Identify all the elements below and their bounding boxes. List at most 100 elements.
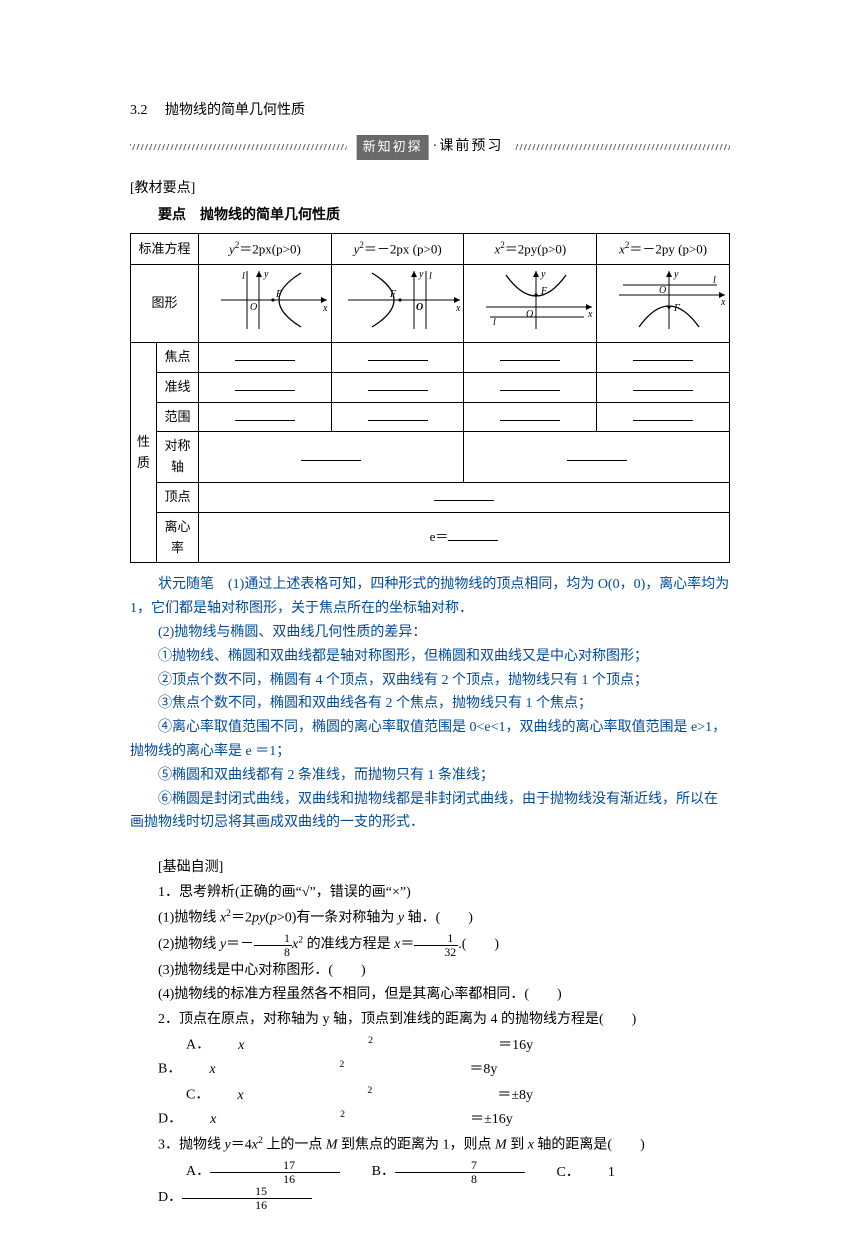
table-row-eccentricity: 离心率 e＝ [131, 512, 730, 563]
svg-text:x: x [322, 303, 328, 314]
svg-text:F: F [275, 289, 283, 300]
svg-text:l: l [242, 271, 245, 282]
eq-cell-4: x2＝－2py (p>0) [597, 234, 730, 265]
q3: 3．抛物线 y＝4x2 上的一点 M 到焦点的距离为 1，则点 M 到 x 轴的… [130, 1133, 730, 1157]
svg-text:F: F [540, 286, 548, 297]
q2-opt-a: A．x2＝16y [158, 1033, 600, 1057]
svg-text:O: O [250, 302, 257, 313]
q2: 2．顶点在原点，对称轴为 y 轴，顶点到准线的距离为 4 的抛物线方程是( ) [130, 1009, 730, 1031]
notes-block: 状元随笔 (1)通过上述表格可知，四种形式的抛物线的顶点相同，均为 O(0，0)… [130, 573, 730, 835]
blank [633, 378, 693, 391]
svg-text:y: y [263, 269, 269, 280]
blank [368, 408, 428, 421]
q3-opt-c: C．1 [528, 1162, 709, 1184]
q1-2: (2)抛物线 y＝－18x2 的准线方程是 x＝132.( ) [130, 932, 730, 958]
row-label-directrix: 准线 [157, 372, 199, 402]
q3-opt-a: A．1716 [158, 1159, 340, 1185]
table-row-focus: 性质 焦点 [131, 343, 730, 373]
table-row-range: 范围 [131, 402, 730, 432]
parabola-left-icon: l y F O x [334, 267, 474, 333]
q2-options-row1: A．x2＝16y B．x2＝8y [130, 1033, 730, 1081]
page: 3.2 抛物线的简单几何性质 新知初探 ·课前预习 [教材要点] 要点 抛物线的… [0, 0, 860, 1253]
blank [500, 348, 560, 361]
eq-cell-1: y2＝2px(p>0) [199, 234, 332, 265]
table-row-vertex: 顶点 [131, 483, 730, 513]
table-row-directrix: 准线 [131, 372, 730, 402]
graph-cell-2: l y F O x [331, 265, 464, 343]
q2-opt-b: B．x2＝8y [130, 1057, 571, 1081]
svg-text:O: O [526, 309, 533, 320]
table-row-equation: 标准方程 y2＝2px(p>0) y2＝－2px (p>0) x2＝2py(p>… [131, 234, 730, 265]
parabola-up-icon: l y F O x [466, 267, 606, 333]
row-label-graph: 图形 [131, 265, 199, 343]
note-i6: ⑥椭圆是封闭式曲线，双曲线和抛物线都是非封闭式曲线，由于抛物线没有渐近线，所以在… [130, 788, 730, 836]
blank [448, 528, 498, 541]
q1-3: (3)抛物线是中心对称图形．( ) [130, 960, 730, 982]
properties-table: 标准方程 y2＝2px(p>0) y2＝－2px (p>0) x2＝2py(p>… [130, 233, 730, 563]
self-test-heading: [基础自测] [130, 857, 730, 879]
blank [633, 408, 693, 421]
blank [235, 348, 295, 361]
row-label-props: 性质 [131, 343, 157, 563]
banner-suffix: ·课前预习 [429, 136, 504, 158]
note-i5: ⑤椭圆和双曲线都有 2 条准线，而抛物只有 1 条准线； [130, 764, 730, 788]
note-i2: ②顶点个数不同，椭圆有 4 个顶点，双曲线有 2 个顶点，抛物线只有 1 个顶点… [130, 669, 730, 693]
parabola-down-icon: l y F O x [599, 267, 739, 333]
svg-text:F: F [389, 289, 397, 300]
row-label-range: 范围 [157, 402, 199, 432]
svg-text:l: l [713, 275, 716, 286]
parabola-right-icon: l y F O x [201, 267, 341, 333]
bracket-label: [教材要点] [130, 178, 730, 200]
svg-text:y: y [540, 269, 546, 280]
q1-4: (4)抛物线的标准方程虽然各不相同，但是其离心率都相同．( ) [130, 984, 730, 1006]
blank [235, 378, 295, 391]
eq-cell-3: x2＝2py(p>0) [464, 234, 597, 265]
blank [368, 348, 428, 361]
key-point: 要点 抛物线的简单几何性质 [130, 205, 730, 227]
blank [301, 448, 361, 461]
note-lead: 状元随笔 (1)通过上述表格可知，四种形式的抛物线的顶点相同，均为 O(0，0)… [130, 573, 730, 621]
blank [633, 348, 693, 361]
self-test-block: [基础自测] 1．思考辨析(正确的画“√”，错误的画“×”) (1)抛物线 x2… [130, 857, 730, 1211]
section-title: 抛物线的简单几何性质 [165, 103, 305, 118]
svg-text:y: y [418, 269, 424, 280]
blank [567, 448, 627, 461]
table-row-axis: 对称轴 [131, 432, 730, 483]
graph-cell-3: l y F O x [464, 265, 597, 343]
banner-box: 新知初探 ·课前预习 [347, 136, 514, 158]
row-label-focus: 焦点 [157, 343, 199, 373]
q3-opt-b: B．78 [344, 1159, 525, 1185]
blank [235, 408, 295, 421]
note-i4: ④离心率取值范围不同，椭圆的离心率取值范围是 0<e<1，双曲线的离心率取值范围… [130, 716, 730, 764]
svg-text:x: x [720, 297, 726, 308]
row-label-eccentricity: 离心率 [157, 512, 199, 563]
q2-opt-d: D．x2＝±16y [130, 1107, 572, 1131]
q1-1: (1)抛物线 x2＝2py(p>0)有一条对称轴为 y 轴．( ) [130, 906, 730, 930]
q2-opt-c: C．x2＝±8y [158, 1083, 599, 1107]
note-i3: ③焦点个数不同，椭圆和双曲线各有 2 个焦点，抛物线只有 1 个焦点； [130, 692, 730, 716]
blank [368, 378, 428, 391]
row-label-axis: 对称轴 [157, 432, 199, 483]
q1-lead: 1．思考辨析(正确的画“√”，错误的画“×”) [130, 882, 730, 904]
section-number: 3.2 [130, 103, 148, 118]
svg-text:x: x [455, 303, 461, 314]
svg-text:l: l [429, 271, 432, 282]
svg-text:O: O [659, 285, 666, 296]
svg-text:O: O [416, 302, 423, 313]
eccentricity-cell: e＝ [199, 512, 730, 563]
svg-text:l: l [493, 317, 496, 328]
note-i1: ①抛物线、椭圆和双曲线都是轴对称图形，但椭圆和双曲线又是中心对称图形； [130, 645, 730, 669]
graph-cell-4: l y F O x [597, 265, 730, 343]
q3-opt-d: D．1516 [130, 1185, 312, 1211]
blank [500, 378, 560, 391]
blank [500, 408, 560, 421]
table-row-graph: 图形 l y F O x [131, 265, 730, 343]
row-label-vertex: 顶点 [157, 483, 199, 513]
banner: 新知初探 ·课前预习 [130, 136, 730, 160]
q2-options-row2: C．x2＝±8y D．x2＝±16y [130, 1083, 730, 1131]
banner-pill: 新知初探 [357, 135, 429, 160]
svg-text:F: F [673, 303, 681, 314]
row-label-std-eq: 标准方程 [131, 234, 199, 265]
svg-text:y: y [673, 269, 679, 280]
blank [434, 488, 494, 501]
